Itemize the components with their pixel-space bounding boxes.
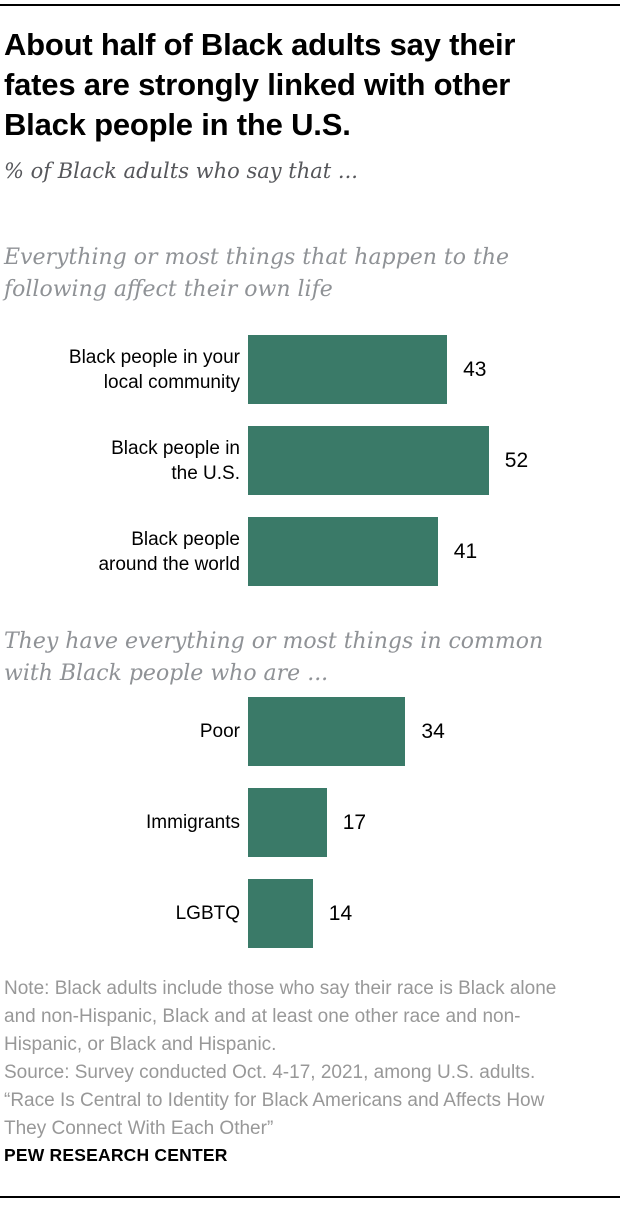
report-title-line: “Race Is Central to Identity for Black A…	[4, 1090, 545, 1111]
bar-value-label: 17	[342, 810, 367, 834]
bar-row: Black people in your local community 43	[0, 335, 486, 404]
bar	[248, 788, 327, 857]
bottom-rule	[0, 1196, 620, 1198]
bar-row: Black people around the world 41	[0, 517, 477, 586]
bar-category-label: LGBTQ	[175, 903, 240, 924]
note-line: Note: Black adults include those who say…	[4, 978, 557, 999]
bar-category-label: Black people around the world	[98, 528, 240, 575]
bar	[248, 697, 406, 766]
pew-research-center-wordmark: PEW RESEARCH CENTER	[4, 1145, 228, 1165]
bar	[248, 517, 438, 586]
bar-value-label: 34	[421, 719, 445, 743]
bar-row: LGBTQ 14	[0, 879, 352, 948]
top-rule	[0, 4, 620, 6]
note-line: Hispanic, or Black and Hispanic.	[4, 1034, 277, 1055]
report-title-line: They Connect With Each Other”	[4, 1118, 274, 1139]
bar-row: Poor 34	[0, 697, 445, 766]
note-line: and non-Hispanic, Black and at least one…	[4, 1006, 521, 1027]
bar-category-label: Immigrants	[146, 812, 240, 833]
bar-row: Black people in the U.S. 52	[0, 426, 528, 495]
bar	[248, 426, 489, 495]
chart-subtitle: % of Black adults who say that ...	[4, 159, 358, 183]
source-line: Source: Survey conducted Oct. 4-17, 2021…	[4, 1062, 536, 1083]
bar-category-label: Black people in your local community	[68, 346, 240, 393]
bar-value-label: 14	[328, 901, 353, 925]
bar-row: Immigrants 17	[0, 788, 366, 857]
chart-title: About half of Black adults say their fat…	[4, 27, 516, 142]
bar	[248, 335, 448, 404]
bar-value-label: 43	[463, 357, 487, 381]
bar-category-label: Poor	[199, 721, 240, 742]
section2-heading: They have everything or most things in c…	[4, 629, 544, 686]
section1-heading: Everything or most things that happen to…	[4, 245, 510, 302]
footnote-block: Note: Black adults include those who say…	[4, 975, 614, 1143]
bar-category-label: Black people in the U.S.	[111, 437, 240, 484]
bar-value-label: 41	[453, 539, 478, 563]
bar-value-label: 52	[504, 448, 529, 472]
bar	[248, 879, 313, 948]
